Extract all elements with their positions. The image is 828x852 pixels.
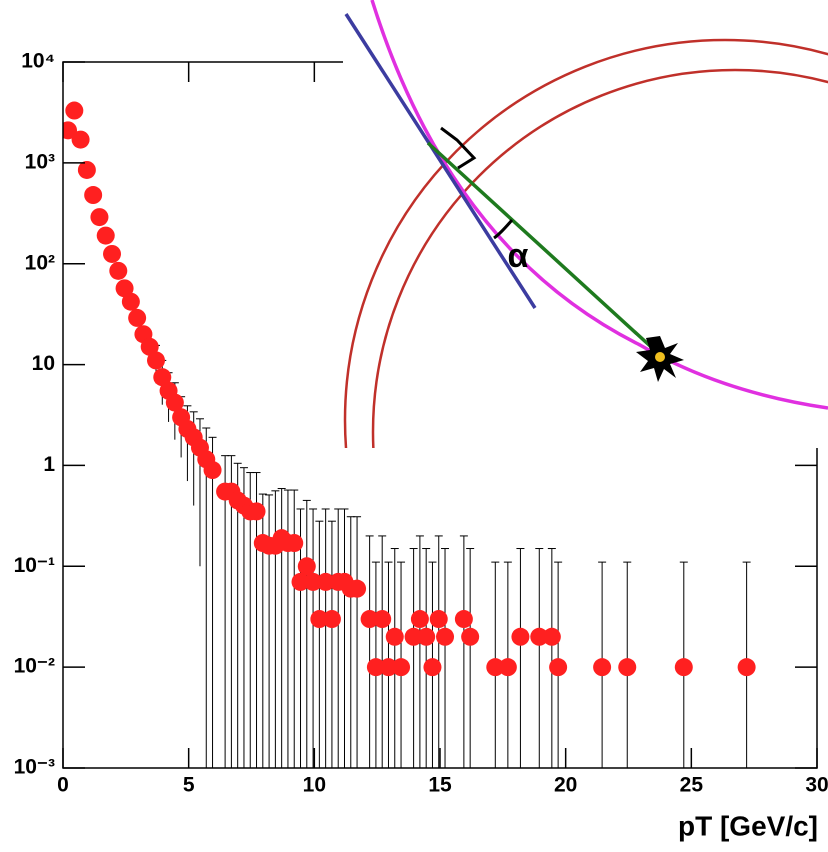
data-point [674,658,693,677]
data-point [410,610,429,629]
track-curve [370,0,828,410]
data-point [115,279,134,298]
data-point [454,610,473,629]
data-point [530,627,549,646]
inner-ring [371,68,828,448]
data-point [385,627,404,646]
data-point [84,186,103,205]
y-tick-label: 10 [32,352,55,375]
data-point [511,627,530,646]
data-point [90,208,109,227]
data-point [373,610,392,629]
alpha-label: α [508,237,529,275]
data-point [549,658,568,677]
data-point [436,627,455,646]
y-tick-label: 10⁴ [21,50,55,73]
inset-diagram: α [343,0,828,448]
y-tick-label: 10⁻¹ [14,554,55,577]
data-point [77,160,96,179]
data-point [109,261,128,280]
plot-area [63,101,756,768]
y-tick-label: 10⁻³ [14,756,55,779]
outer-ring [343,38,828,448]
data-point [128,308,147,327]
data-point [366,658,385,677]
x-tick-label: 25 [680,774,704,797]
data-point [322,610,341,629]
inset-bg [343,0,828,448]
data-point [316,572,335,591]
data-point [96,226,115,245]
y-tick-label: 1 [43,453,55,476]
data-point [153,368,172,387]
data-point [618,658,637,677]
data-point [304,572,323,591]
data-point [379,658,398,677]
data-point [165,393,184,412]
data-point [542,627,561,646]
data-point [737,658,756,677]
data-point [593,658,612,677]
data-point [348,579,367,598]
data-point [461,627,480,646]
y-tick-label: 10⁻² [14,655,55,678]
data-point [423,658,442,677]
y-tick-label: 10² [25,251,55,274]
data-point [146,351,165,370]
data-point [247,502,266,521]
data-point [360,610,379,629]
x-tick-label: 5 [183,774,195,797]
data-point [297,557,316,576]
data-point [310,610,329,629]
data-point [291,572,310,591]
data-point [392,658,411,677]
angle-arc [493,219,514,240]
x-axis-label: pT [GeV/c] [678,810,818,841]
vertex-core [655,352,665,362]
data-point [203,461,222,480]
data-point [429,610,448,629]
data-point [121,292,140,311]
chord-line [426,141,662,357]
data-point [417,627,436,646]
x-tick-label: 0 [57,774,69,797]
x-tick-label: 20 [554,774,577,797]
data-point [140,337,159,356]
data-point [404,627,423,646]
data-point [65,101,84,120]
x-tick-label: 15 [428,774,452,797]
y-tick-label: 10³ [25,150,55,173]
data-point [486,658,505,677]
data-point [71,130,90,149]
data-point [498,658,517,677]
x-tick-label: 30 [805,774,828,797]
tangent-line [344,13,537,309]
data-point [285,534,304,553]
right-angle [440,126,477,170]
x-tick-label: 10 [303,774,326,797]
data-point [103,244,122,263]
